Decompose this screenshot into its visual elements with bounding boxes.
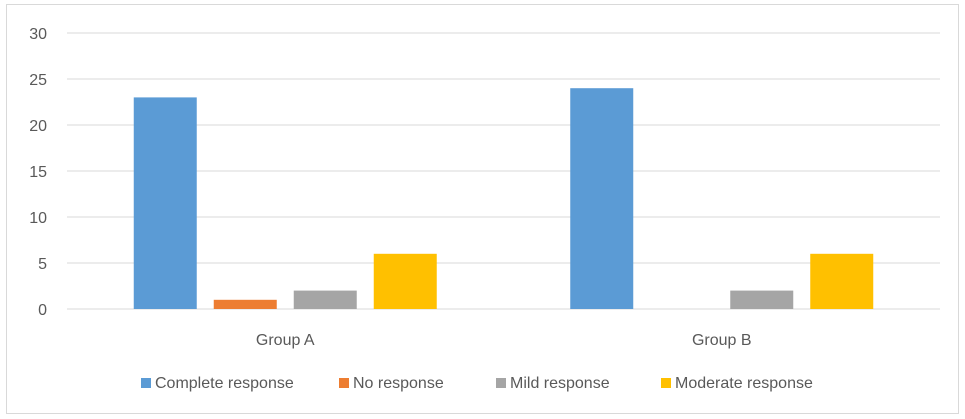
legend-swatch: [141, 378, 151, 388]
y-tick-label: 30: [29, 26, 47, 43]
category-label: Group A: [256, 332, 315, 349]
legend: Complete response No response Mild respons…: [141, 375, 813, 392]
legend-label: Mild response: [510, 375, 610, 392]
y-tick-label: 10: [29, 210, 47, 227]
bar-complete-response-group-a: [133, 97, 197, 310]
legend-label: No response: [353, 375, 444, 392]
bar-mild-response-group-b: [730, 290, 794, 309]
bar-moderate-response-group-a: [373, 253, 437, 309]
bar-moderate-response-group-b: [810, 253, 874, 309]
bar-mild-response-group-a: [293, 290, 357, 309]
gridlines: [67, 32, 940, 310]
y-tick-label: 20: [29, 118, 47, 135]
y-tick-label: 0: [38, 302, 47, 319]
y-tick-label: 5: [38, 256, 47, 273]
legend-label: Complete response: [155, 375, 294, 392]
y-tick-label: 15: [29, 164, 47, 181]
legend-swatch: [496, 378, 506, 388]
bar-no-response-group-a: [213, 299, 277, 309]
bars: [133, 88, 874, 310]
y-axis-tick-labels: 0 5 10 15 20 25 30: [29, 26, 47, 319]
legend-label: Moderate response: [675, 375, 813, 392]
legend-swatch: [339, 378, 349, 388]
x-axis-category-labels: Group A Group B: [256, 332, 752, 349]
bar-complete-response-group-b: [570, 88, 634, 309]
legend-swatch: [661, 378, 671, 388]
category-label: Group B: [692, 332, 752, 349]
y-tick-label: 25: [29, 72, 47, 89]
